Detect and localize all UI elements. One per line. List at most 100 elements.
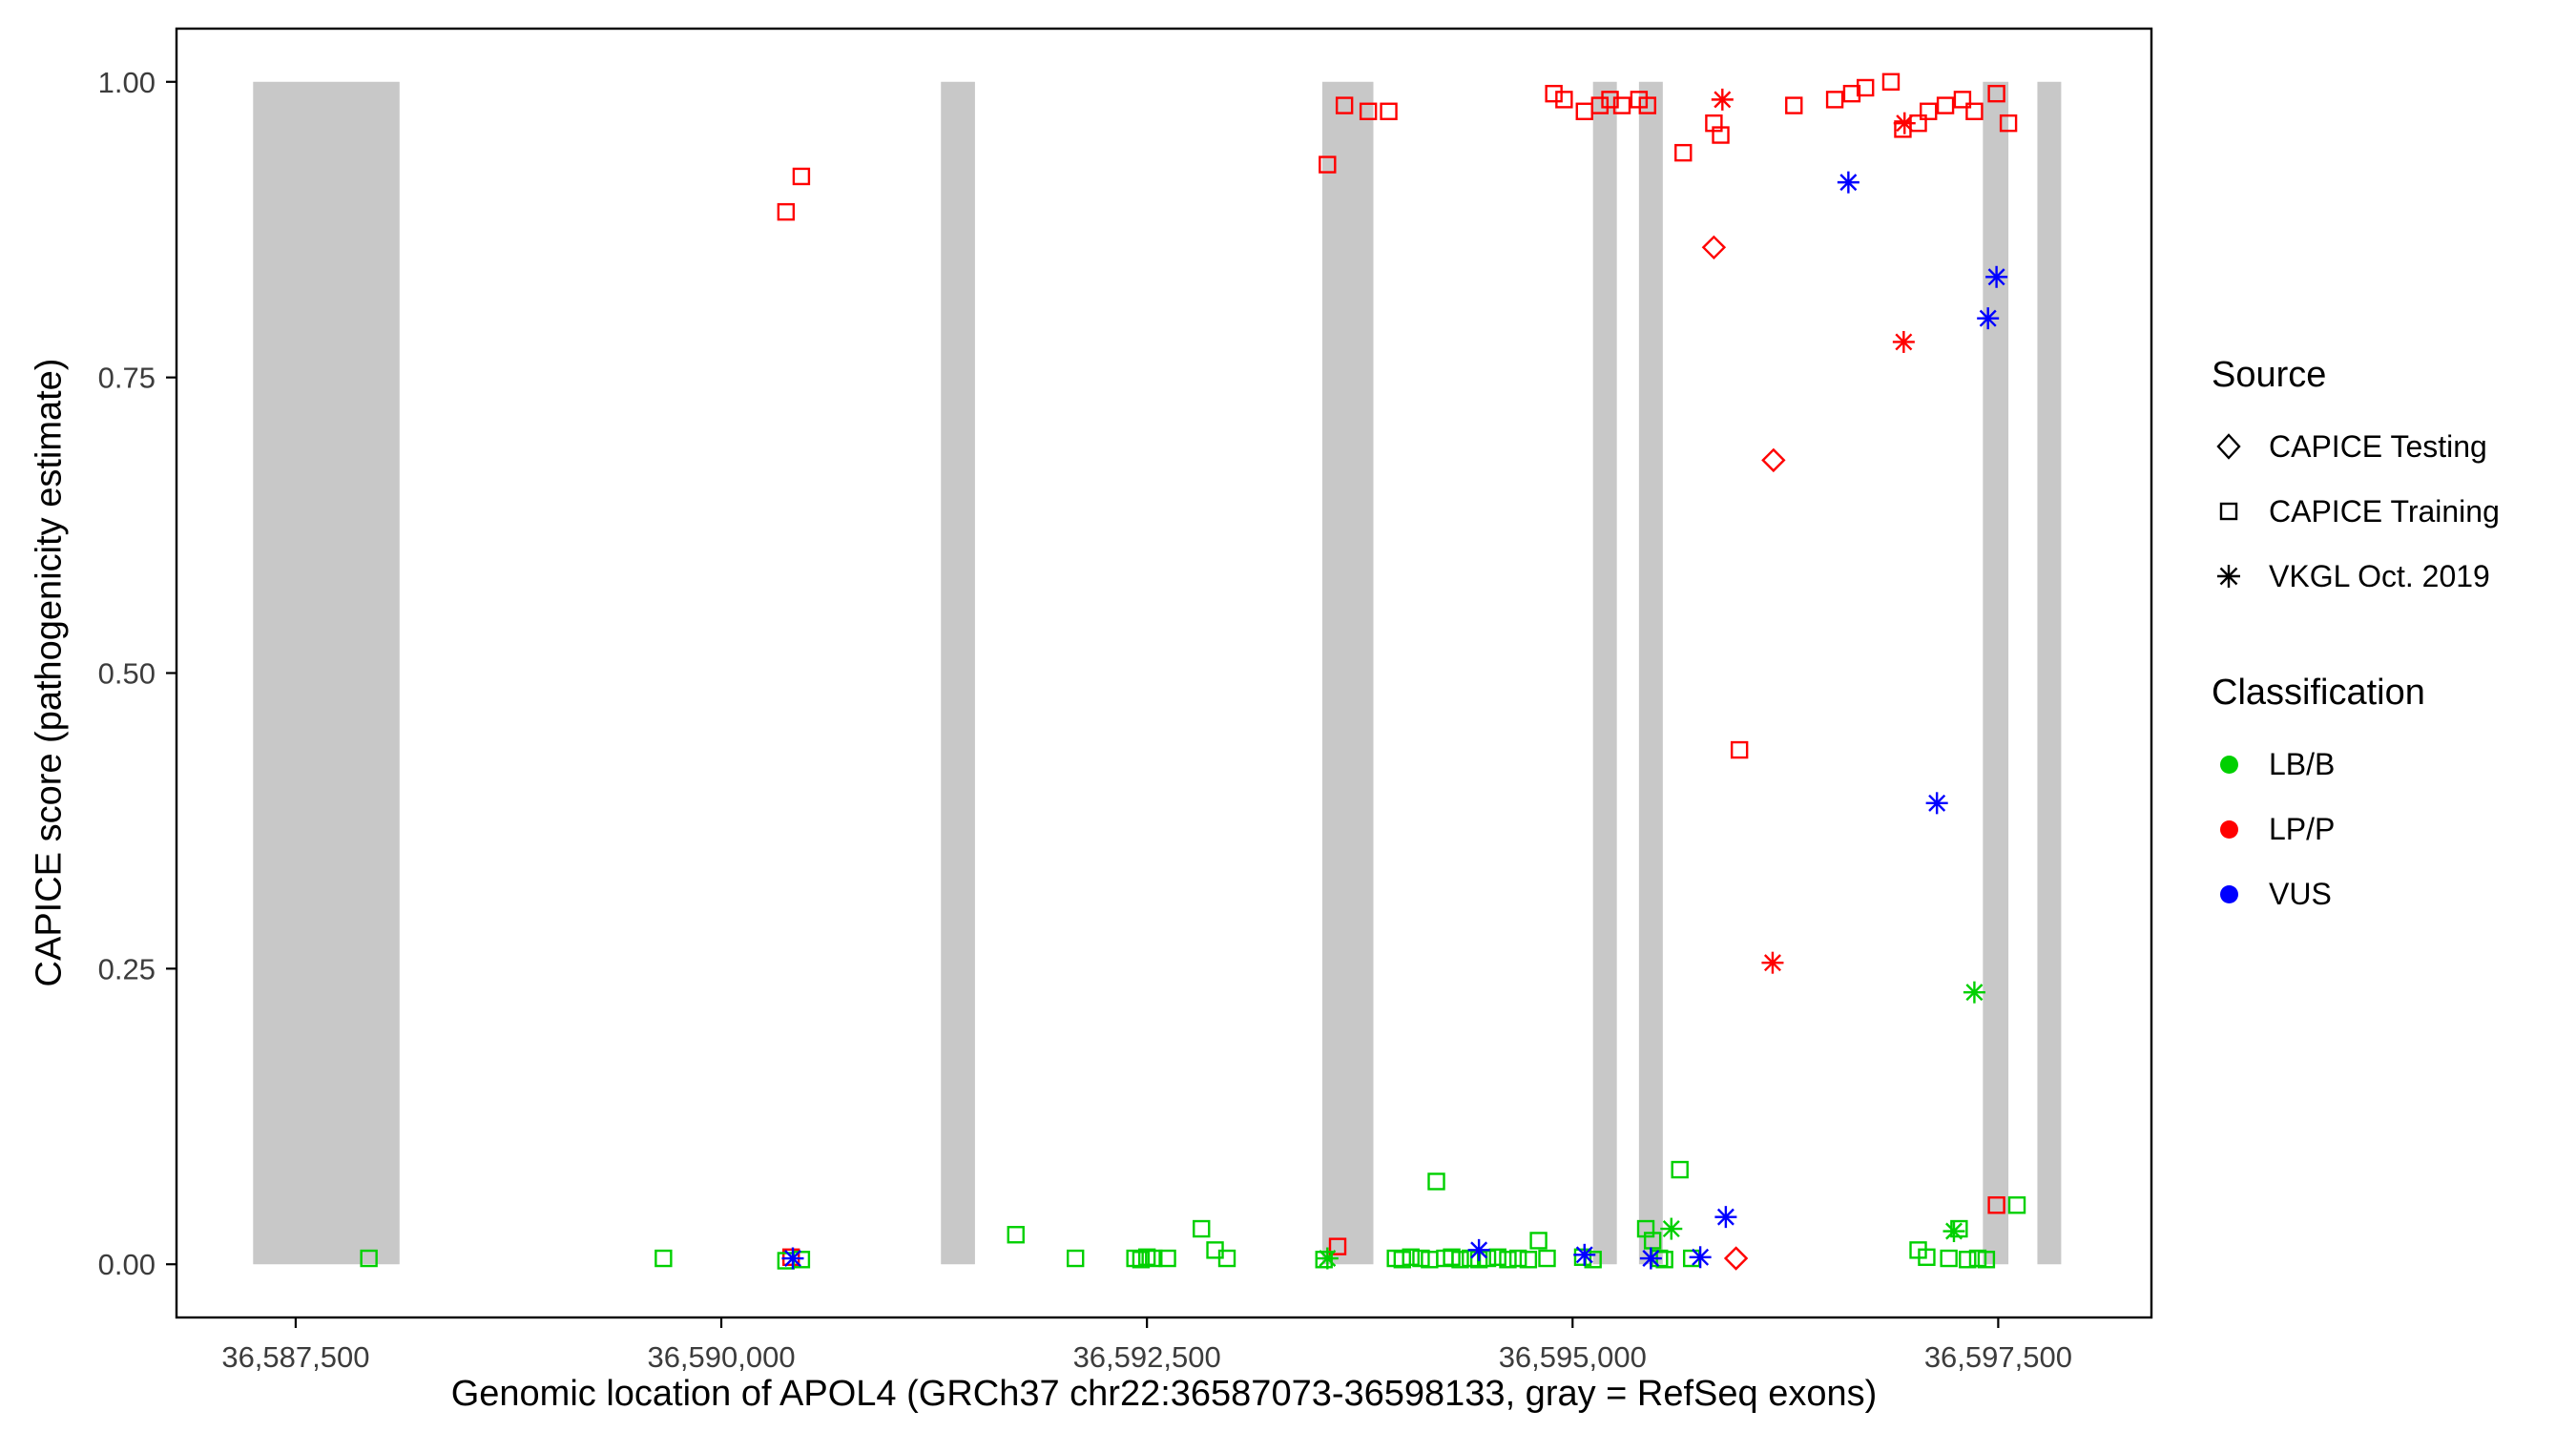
legend-item-lbb: LB/B	[2212, 742, 2500, 786]
data-point-square	[1674, 143, 1693, 162]
data-point-square	[781, 1248, 800, 1266]
legend-item-label: LP/P	[2269, 811, 2336, 846]
data-point-square	[1328, 1237, 1347, 1255]
data-point-square	[1601, 91, 1619, 109]
legend-item-lpp: LP/P	[2212, 807, 2500, 851]
data-point-square	[1825, 91, 1844, 109]
y-tick-label: 0.75	[98, 362, 156, 395]
data-point-square	[1067, 1249, 1085, 1268]
data-point-square	[1319, 156, 1337, 174]
x-tick-label: 36,592,500	[1073, 1340, 1221, 1374]
plot-panel-border	[175, 27, 2153, 1319]
data-point-square	[1999, 114, 2018, 133]
legend-source-title: Source	[2212, 355, 2327, 395]
legend-item-capice-training: CAPICE Training	[2212, 489, 2500, 533]
data-point-square	[1380, 102, 1398, 120]
data-point-diamond	[1723, 1246, 1749, 1271]
legend-source: Source CAPICE Testing CAPICE Training	[2212, 355, 2500, 598]
legend-classification: Classification LB/B LP/P VUS	[2212, 673, 2500, 916]
data-point-square	[1508, 1249, 1527, 1268]
data-point-square	[1529, 1232, 1548, 1250]
diamond-icon	[2212, 429, 2246, 464]
data-point-square	[1488, 1248, 1506, 1266]
y-axis-title: CAPICE score (pathogenicity estimate)	[29, 358, 70, 987]
legend-classification-title: Classification	[2212, 673, 2425, 713]
x-tick-label: 36,597,500	[1924, 1340, 2072, 1374]
asterisk-icon	[2212, 559, 2246, 593]
data-point-square	[1555, 91, 1573, 109]
data-point-square	[1638, 96, 1656, 114]
data-point-square	[1857, 78, 1875, 97]
legend-item-label: LB/B	[2269, 746, 2336, 781]
data-point-square	[1499, 1251, 1517, 1269]
legend-item-label: CAPICE Testing	[2269, 428, 2487, 464]
data-point-square	[1359, 102, 1378, 120]
data-point-square	[1575, 102, 1593, 120]
data-point-asterisk	[1639, 1247, 1662, 1270]
data-point-square	[1940, 1249, 1958, 1268]
data-point-square	[1217, 1249, 1236, 1268]
data-point-square	[1545, 84, 1563, 103]
data-point-square	[1881, 73, 1901, 91]
data-point-square	[1643, 1232, 1662, 1250]
data-point-square	[792, 167, 811, 186]
blue-dot-icon	[2212, 877, 2246, 911]
data-point-square	[1538, 1249, 1556, 1268]
exon-bar	[1638, 81, 1663, 1265]
red-dot-icon	[2212, 812, 2246, 846]
legend-item-vus: VUS	[2212, 872, 2500, 916]
legend-item-vkgl: VKGL Oct. 2019	[2212, 554, 2500, 598]
y-tick-label: 0.00	[98, 1248, 156, 1281]
data-point-square	[1842, 84, 1861, 103]
y-tick-label: 0.25	[98, 952, 156, 985]
data-point-square	[1712, 126, 1730, 144]
data-point-square	[1612, 96, 1631, 114]
data-point-square	[1132, 1251, 1151, 1269]
data-point-asterisk	[1316, 1247, 1339, 1270]
data-point-diamond	[1701, 235, 1727, 259]
data-point-asterisk	[1925, 792, 1948, 815]
exon-bar	[1983, 81, 2009, 1265]
legend-item-capice-testing: CAPICE Testing	[2212, 425, 2500, 468]
data-point-square	[1918, 1248, 1936, 1266]
data-point-asterisk	[1689, 1246, 1712, 1269]
x-axis-title: Genomic location of APOL4 (GRCh37 chr22:…	[450, 1374, 1878, 1414]
data-point-asterisk	[1942, 1220, 1965, 1243]
data-point-asterisk	[1714, 1206, 1737, 1229]
data-point-asterisk	[1977, 307, 2000, 330]
data-point-square	[777, 202, 796, 221]
legend-item-label: VKGL Oct. 2019	[2269, 558, 2490, 593]
data-point-square	[1193, 1219, 1211, 1238]
data-point-square	[2007, 1196, 2026, 1214]
data-point-square	[654, 1249, 673, 1268]
data-point-square	[1987, 1196, 2005, 1214]
data-point-square	[360, 1249, 378, 1268]
legend: Source CAPICE Testing CAPICE Training	[2212, 355, 2500, 937]
data-point-square	[1402, 1248, 1420, 1266]
legend-item-label: VUS	[2269, 876, 2332, 911]
data-point-square	[1920, 102, 1938, 120]
data-point-square	[1785, 96, 1803, 114]
data-point-square	[1315, 1251, 1333, 1269]
green-dot-icon	[2212, 747, 2246, 781]
data-point-square	[1987, 84, 2005, 103]
data-point-asterisk	[1963, 981, 1985, 1004]
square-icon	[2212, 494, 2246, 529]
exon-bar	[2037, 81, 2062, 1265]
data-point-square	[1158, 1249, 1176, 1268]
legend-item-label: CAPICE Training	[2269, 493, 2500, 529]
data-point-square	[1959, 1251, 1977, 1269]
data-point-square	[1655, 1251, 1673, 1269]
data-point-asterisk	[1761, 951, 1784, 974]
data-point-square	[1427, 1172, 1445, 1191]
data-point-square	[1519, 1251, 1538, 1269]
x-tick-label: 36,587,500	[221, 1340, 369, 1374]
data-point-square	[1590, 96, 1610, 114]
data-point-square	[1671, 1160, 1689, 1179]
data-point-asterisk	[1660, 1217, 1683, 1240]
data-point-square	[1730, 740, 1749, 759]
data-point-square	[1007, 1226, 1025, 1244]
data-point-square	[1126, 1249, 1144, 1268]
data-point-asterisk	[1573, 1243, 1596, 1266]
